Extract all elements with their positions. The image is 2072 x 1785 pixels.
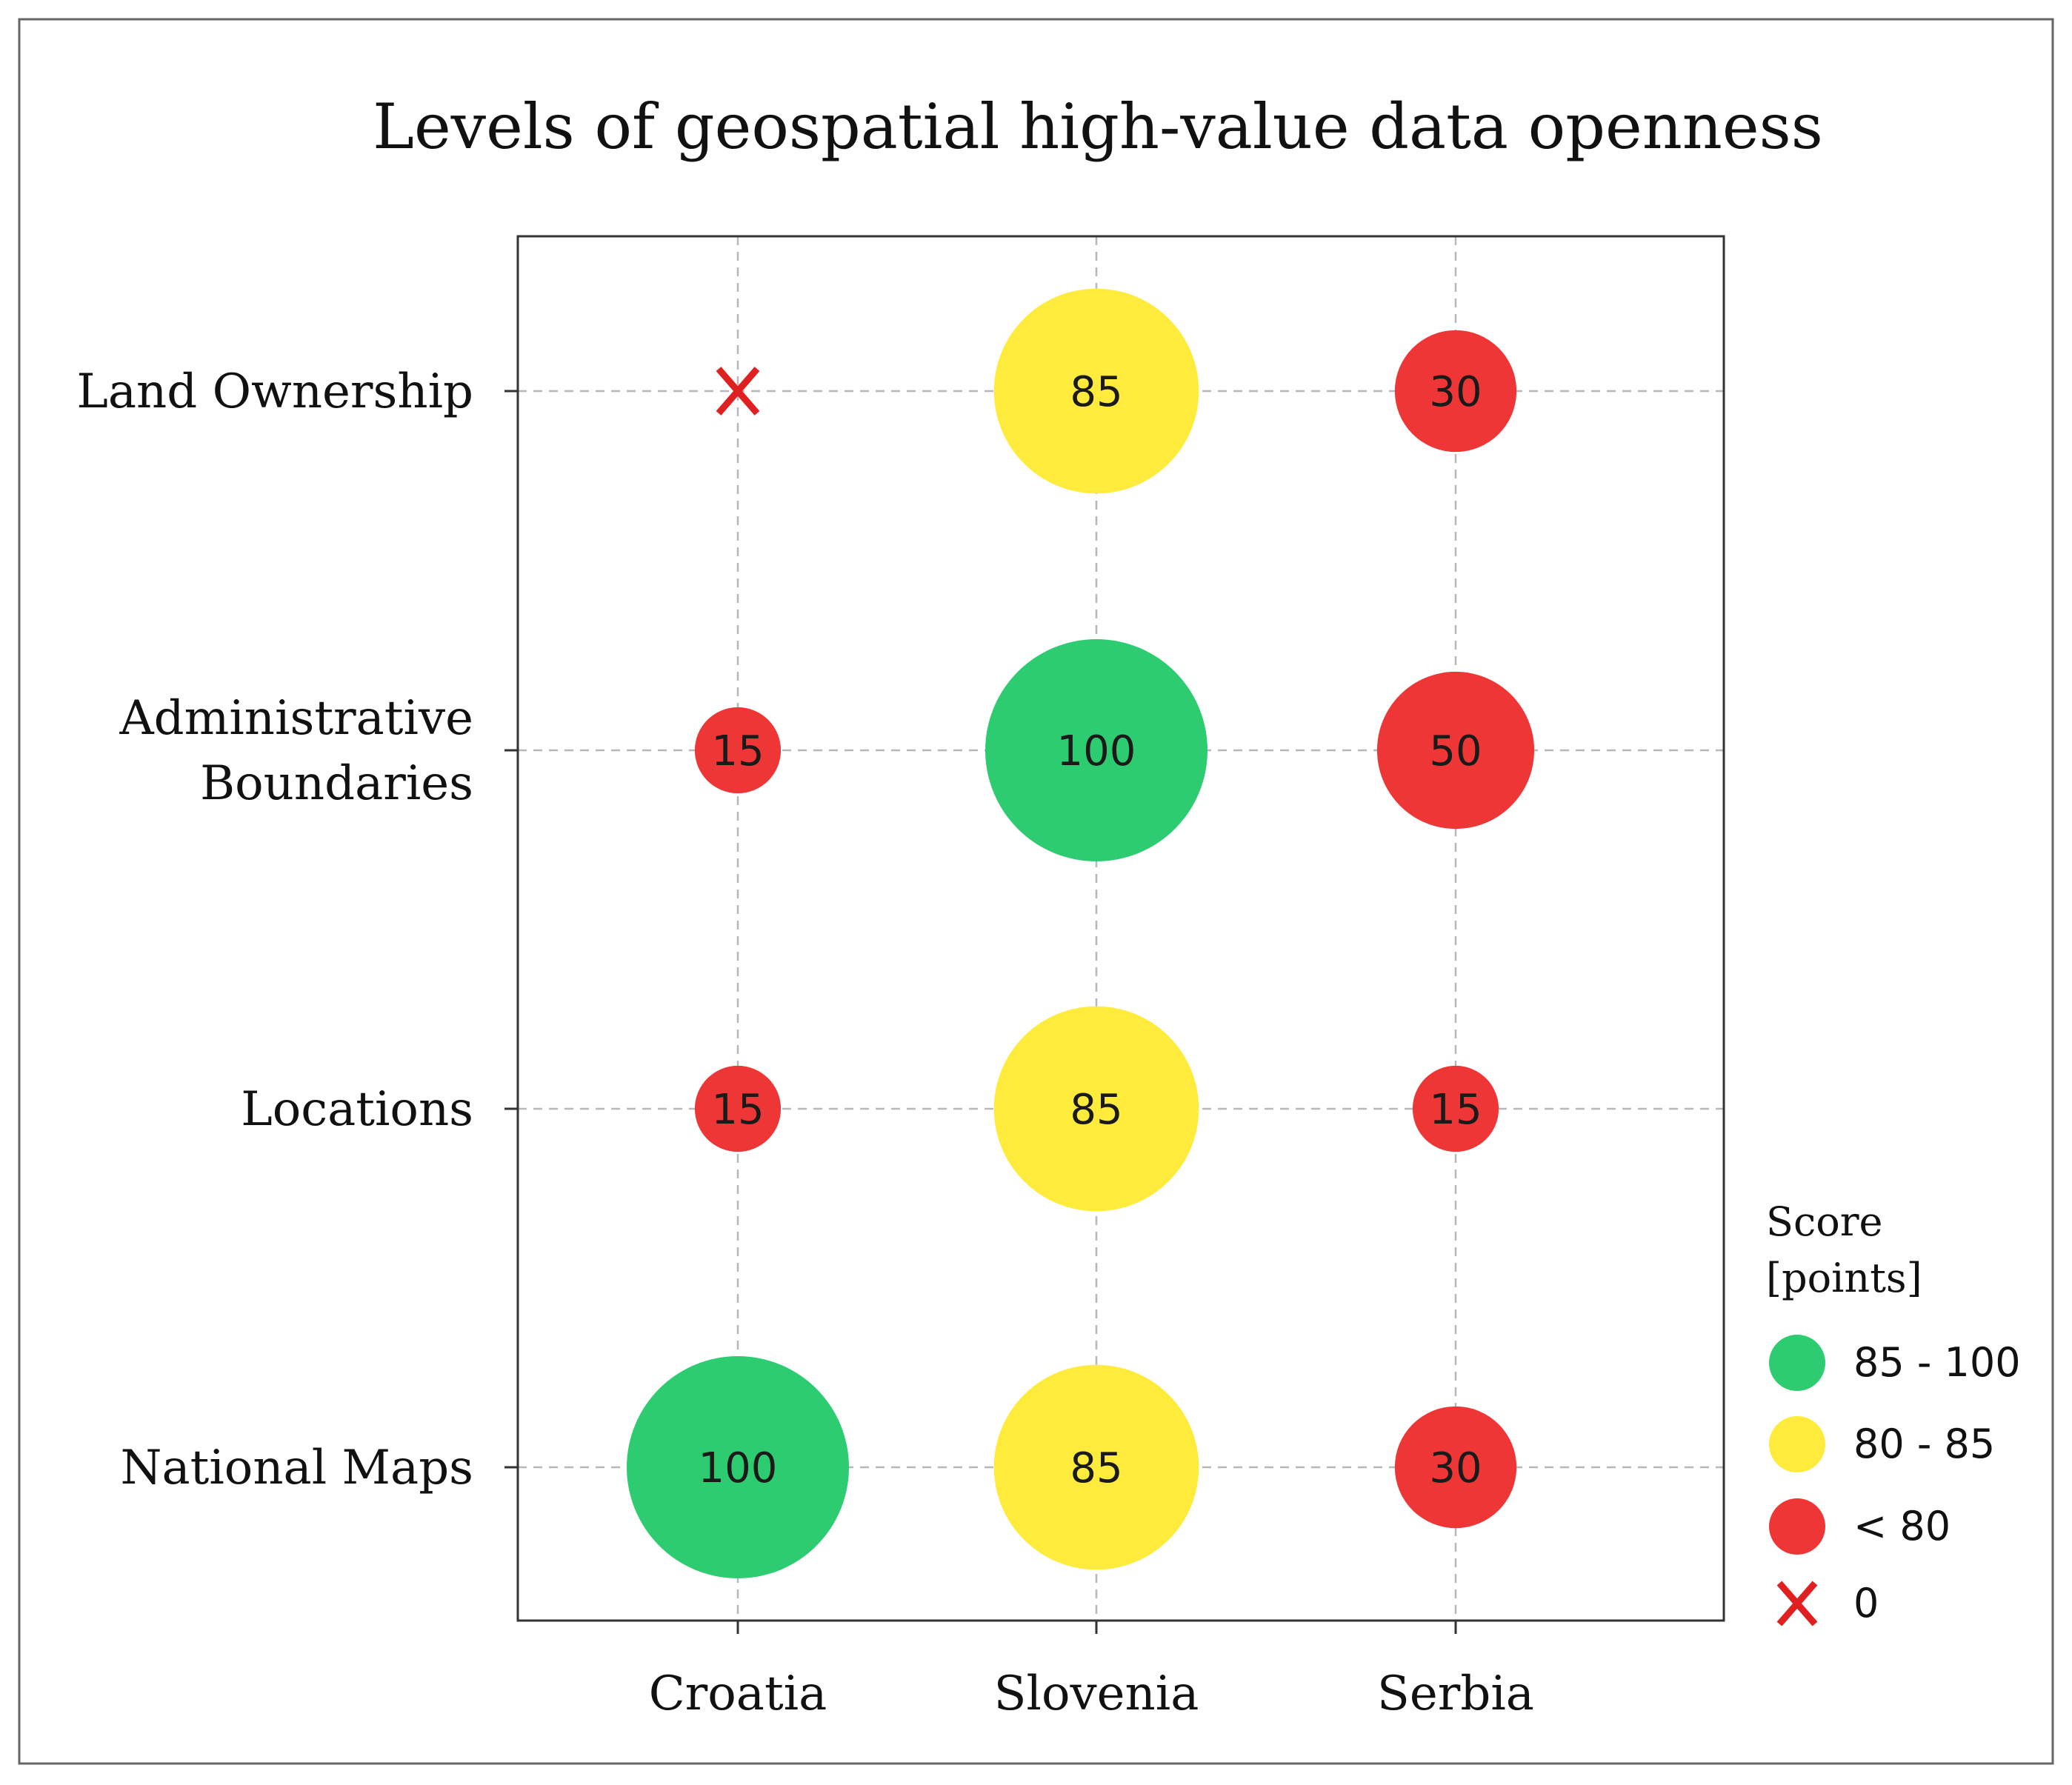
bubble-value-label: 15	[711, 1086, 764, 1134]
x-tick-labels: Croatia Slovenia Serbia	[649, 1666, 1534, 1721]
legend-title: [points]	[1766, 1255, 1922, 1301]
legend-title: Score	[1766, 1198, 1883, 1245]
y-tick-label: Land Ownership	[76, 364, 473, 419]
legend-marker	[1769, 1498, 1825, 1555]
bubble-value-label: 15	[1429, 1086, 1482, 1134]
bubble	[627, 1356, 849, 1578]
bubble	[1376, 671, 1535, 830]
bubble-value-label: 15	[711, 727, 764, 775]
x-tick-label: Slovenia	[994, 1666, 1199, 1721]
bubble-value-label: 100	[699, 1444, 778, 1492]
x-tick-label: Serbia	[1377, 1666, 1534, 1721]
legend-label: 80 - 85	[1853, 1421, 1995, 1467]
y-tick-label: Administrative	[119, 691, 473, 746]
bubble	[1412, 1065, 1499, 1152]
y-tick-label: Locations	[241, 1082, 473, 1137]
bubble-value-label: 85	[1070, 1086, 1122, 1134]
bubble	[1394, 1406, 1517, 1529]
bubble	[993, 288, 1199, 494]
y-tick-label: National Maps	[120, 1441, 473, 1495]
legend-label: < 80	[1853, 1503, 1951, 1549]
bubble-value-label: 30	[1429, 368, 1482, 416]
bubble	[993, 1006, 1199, 1212]
plot-area	[516, 235, 1725, 1622]
legend-label: 0	[1853, 1580, 1879, 1626]
bubbles: 85 30 15 100 50 15 85 15 100 85 30	[627, 288, 1535, 1578]
y-tick-labels: Land Ownership Administrative Boundaries Lo…	[76, 364, 473, 1495]
tick-layer	[504, 390, 1457, 1634]
bubble	[985, 639, 1207, 861]
bubble	[993, 1364, 1199, 1570]
bubble-value-label: 85	[1070, 1444, 1122, 1492]
zero-score-marker	[716, 367, 760, 416]
bubble	[1394, 330, 1517, 453]
bubble	[694, 1065, 782, 1152]
chart-title: Levels of geospatial high-value data ope…	[373, 90, 1823, 163]
legend-marker	[1769, 1416, 1825, 1472]
x-mark-stroke	[1776, 1581, 1818, 1626]
bubble-value-label: 30	[1429, 1444, 1482, 1492]
x-tick-label: Croatia	[649, 1666, 827, 1721]
x-mark-stroke	[716, 367, 760, 416]
legend-marker-x	[1776, 1581, 1818, 1626]
legend-marker	[1769, 1335, 1825, 1391]
y-tick-label: Boundaries	[200, 756, 473, 811]
bubble-value-label: 100	[1057, 727, 1136, 775]
bubble-value-label: 50	[1429, 727, 1482, 775]
bubble	[694, 707, 782, 794]
legend: Score [points] 85 - 100 80 - 85 < 80 0	[1766, 1198, 2021, 1626]
legend-label: 85 - 100	[1853, 1339, 2021, 1386]
bubble-value-label: 85	[1070, 368, 1122, 416]
